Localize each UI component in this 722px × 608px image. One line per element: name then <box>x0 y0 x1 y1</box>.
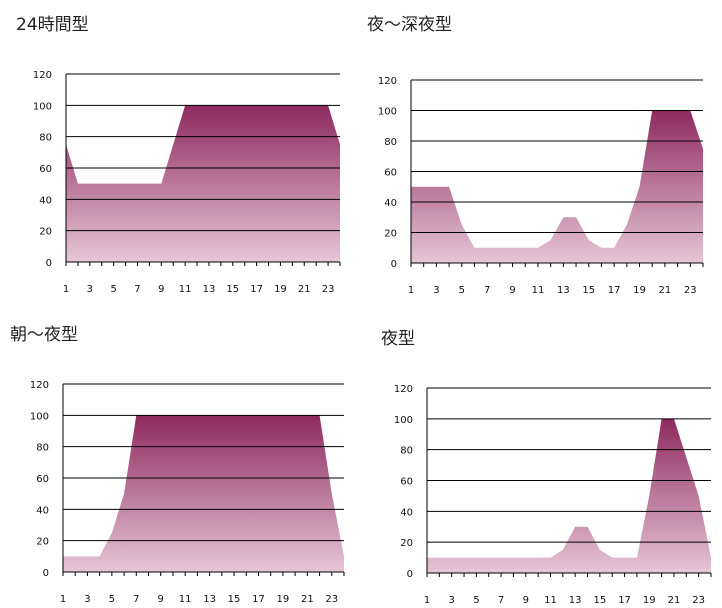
x-tick-label: 15 <box>582 285 595 296</box>
x-tick-label: 17 <box>252 594 265 605</box>
x-tick-label: 17 <box>250 284 263 295</box>
x-tick-label: 9 <box>509 285 515 296</box>
x-tick-label: 3 <box>449 595 455 606</box>
x-tick-label: 7 <box>133 594 139 605</box>
y-tick-label: 60 <box>400 477 413 488</box>
y-tick-label: 20 <box>384 229 397 240</box>
chart-title: 24時間型 <box>16 15 89 35</box>
y-tick-label: 80 <box>384 137 397 148</box>
chart-title: 朝～夜型 <box>10 325 78 345</box>
y-tick-label: 40 <box>400 507 413 518</box>
x-tick-label: 1 <box>63 284 69 295</box>
area-series <box>411 110 703 263</box>
x-tick-label: 23 <box>684 285 697 296</box>
y-tick-label: 120 <box>33 70 52 81</box>
y-tick-label: 20 <box>39 227 52 238</box>
x-tick-label: 9 <box>523 595 529 606</box>
x-tick-label: 5 <box>473 595 479 606</box>
x-tick-label: 17 <box>608 285 621 296</box>
x-tick-label: 23 <box>692 595 705 606</box>
x-tick-label: 15 <box>226 284 239 295</box>
x-tick-label: 21 <box>659 285 672 296</box>
x-tick-label: 21 <box>298 284 311 295</box>
x-tick-label: 15 <box>594 595 607 606</box>
x-tick-label: 3 <box>433 285 439 296</box>
area-series <box>63 415 344 572</box>
x-tick-label: 13 <box>569 595 582 606</box>
x-tick-label: 19 <box>277 594 290 605</box>
x-tick-label: 19 <box>633 285 646 296</box>
x-tick-label: 5 <box>110 284 116 295</box>
y-tick-label: 120 <box>378 76 397 87</box>
y-tick-label: 40 <box>36 505 49 516</box>
x-tick-label: 23 <box>322 284 335 295</box>
x-tick-label: 1 <box>408 285 414 296</box>
x-tick-label: 11 <box>179 284 192 295</box>
y-tick-label: 100 <box>394 415 413 426</box>
x-tick-label: 21 <box>301 594 314 605</box>
x-tick-label: 11 <box>179 594 192 605</box>
y-tick-label: 20 <box>400 538 413 549</box>
chart-title: 夜型 <box>381 329 415 349</box>
chart-panel-3: 朝～夜型 0 20 40 60 80 100 120 1 3 5 7 9 11 13 15 17 19 21 23 <box>0 304 361 608</box>
x-tick-label: 13 <box>557 285 570 296</box>
y-tick-label: 0 <box>407 569 413 580</box>
area-series <box>427 418 711 573</box>
x-tick-label: 1 <box>424 595 430 606</box>
y-tick-label: 0 <box>43 568 49 579</box>
chart-panel-4: 夜型 0 20 40 60 80 100 120 1 3 5 7 9 11 13 15 17 19 21 23 <box>361 304 722 608</box>
x-tick-label: 19 <box>274 284 287 295</box>
x-tick-label: 11 <box>532 285 545 296</box>
y-tick-label: 0 <box>391 259 397 270</box>
x-tick-label: 3 <box>87 284 93 295</box>
y-tick-label: 60 <box>384 168 397 179</box>
x-tick-label: 5 <box>459 285 465 296</box>
y-tick-label: 80 <box>39 133 52 144</box>
x-tick-label: 7 <box>484 285 490 296</box>
x-tick-label: 19 <box>643 595 656 606</box>
x-tick-label: 7 <box>134 284 140 295</box>
chart-panel-1: 24時間型 0 20 40 60 80 100 120 1 3 5 7 9 11 13 15 17 19 21 23 <box>0 0 361 304</box>
area-series <box>66 105 340 262</box>
x-tick-label: 7 <box>498 595 504 606</box>
y-tick-label: 100 <box>378 107 397 118</box>
y-tick-label: 100 <box>33 101 52 112</box>
y-tick-label: 40 <box>384 198 397 209</box>
y-tick-label: 100 <box>30 411 49 422</box>
x-tick-label: 11 <box>544 595 557 606</box>
x-tick-label: 1 <box>60 594 66 605</box>
x-tick-label: 3 <box>84 594 90 605</box>
chart-panel-2: 夜～深夜型 0 20 40 60 80 100 120 1 3 5 7 9 11 13 15 17 19 21 23 <box>361 0 722 304</box>
x-tick-label: 15 <box>228 594 241 605</box>
x-tick-label: 5 <box>109 594 115 605</box>
x-tick-label: 13 <box>203 284 216 295</box>
y-tick-label: 40 <box>39 195 52 206</box>
x-tick-label: 17 <box>618 595 631 606</box>
y-tick-label: 60 <box>36 474 49 485</box>
y-tick-label: 120 <box>30 380 49 391</box>
y-tick-label: 20 <box>36 537 49 548</box>
x-tick-label: 23 <box>325 594 338 605</box>
x-tick-label: 13 <box>203 594 216 605</box>
chart-title: 夜～深夜型 <box>367 15 452 35</box>
x-tick-label: 9 <box>158 284 164 295</box>
y-tick-label: 60 <box>39 164 52 175</box>
x-tick-label: 9 <box>158 594 164 605</box>
y-tick-label: 80 <box>400 446 413 457</box>
x-tick-label: 21 <box>668 595 681 606</box>
y-tick-label: 120 <box>394 384 413 395</box>
y-tick-label: 80 <box>36 443 49 454</box>
y-tick-label: 0 <box>46 258 52 269</box>
